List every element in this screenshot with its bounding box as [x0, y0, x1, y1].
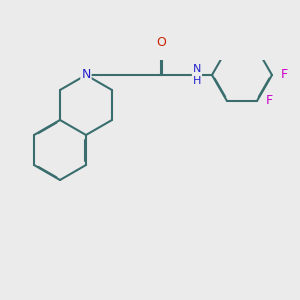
Text: N
H: N H	[193, 64, 201, 86]
Text: F: F	[280, 68, 287, 82]
Text: F: F	[266, 94, 272, 107]
Text: N: N	[81, 68, 91, 82]
Text: O: O	[156, 35, 166, 49]
